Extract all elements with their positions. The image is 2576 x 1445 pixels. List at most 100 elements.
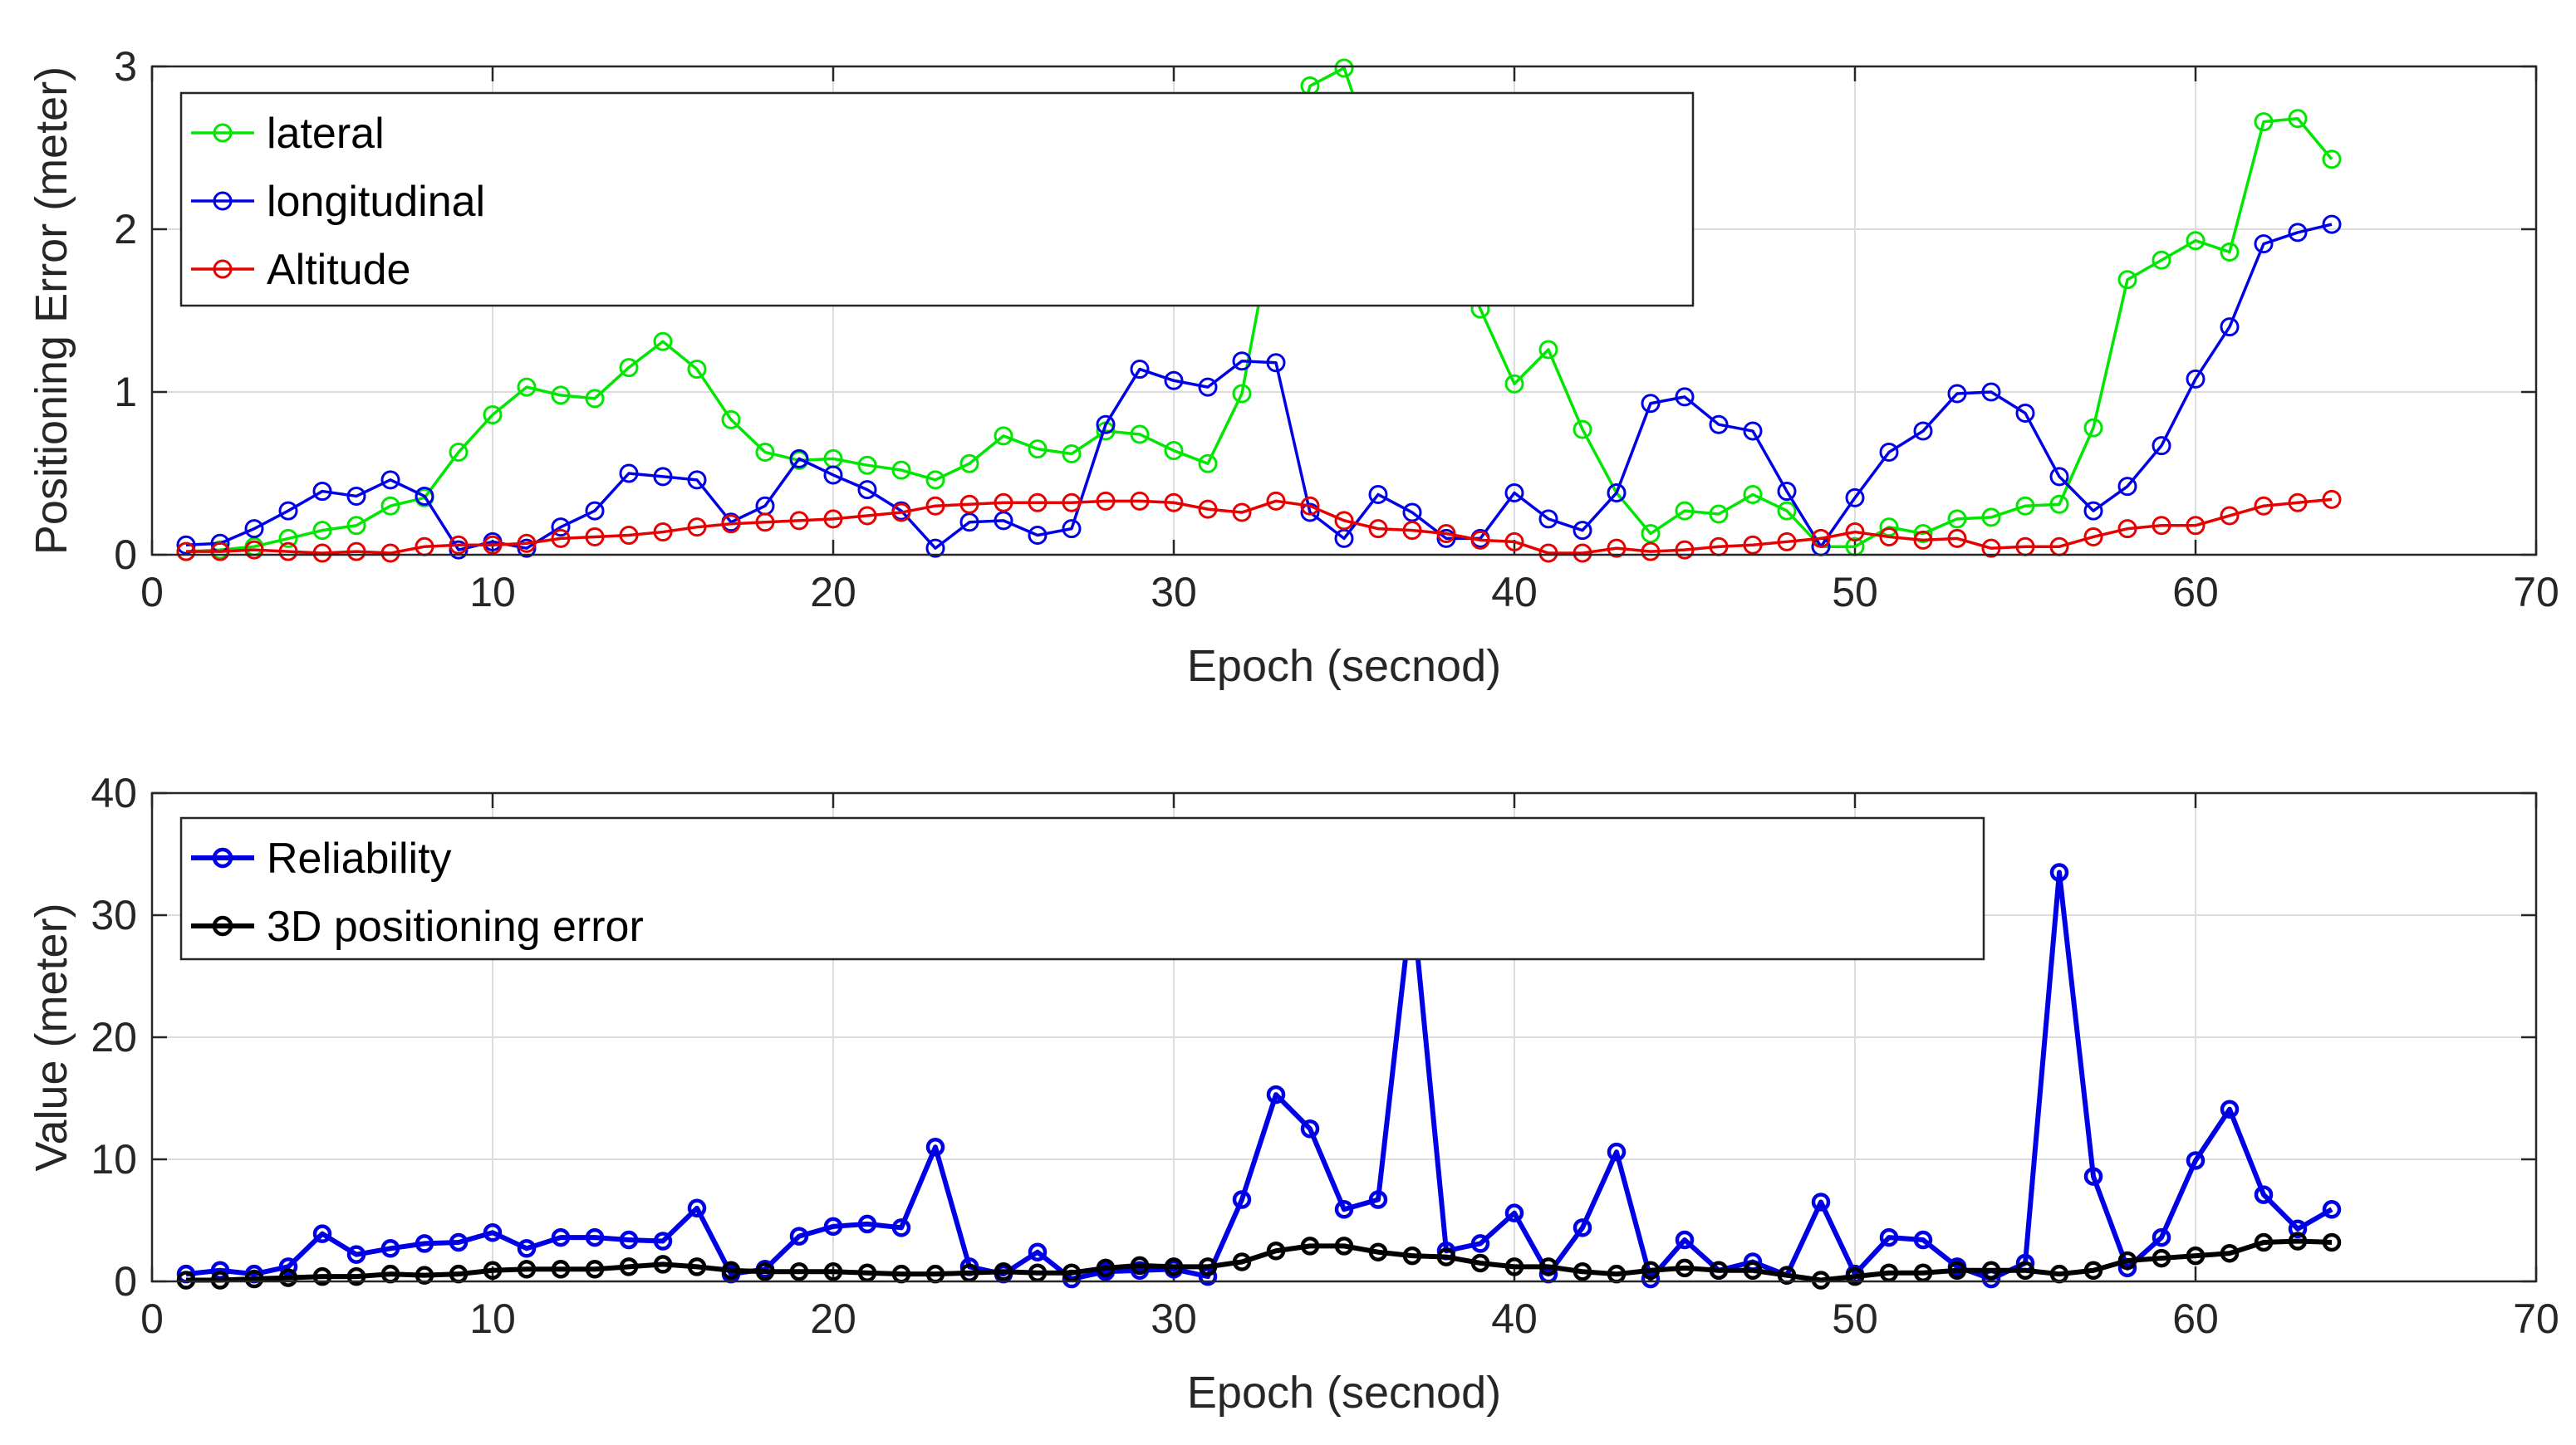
data-point-longitudinal — [1198, 377, 1218, 397]
data-point-altitude — [687, 517, 707, 537]
data-point-reliability — [551, 1227, 571, 1247]
data-point-lateral — [1164, 441, 1184, 461]
data-point-altitude — [1300, 496, 1320, 516]
data-point-longitudinal — [994, 511, 1013, 531]
data-point-longitudinal — [1402, 502, 1422, 522]
data-point-3d-positioning-error — [1402, 1246, 1422, 1266]
data-point-altitude — [1028, 492, 1048, 512]
data-point-longitudinal — [1300, 502, 1320, 522]
data-point-reliability — [2152, 1227, 2171, 1247]
data-point-3d-positioning-error — [210, 1271, 230, 1290]
legend-box — [179, 816, 1985, 961]
x-axis-label: Epoch (secnod) — [1187, 1368, 1501, 1418]
data-point-3d-positioning-error — [1709, 1261, 1729, 1281]
data-point-altitude — [1062, 492, 1082, 512]
data-point-reliability — [415, 1234, 434, 1253]
data-point-longitudinal — [1538, 509, 1558, 529]
data-point-3d-positioning-error — [1436, 1247, 1456, 1266]
data-point-reliability — [2220, 1100, 2240, 1119]
data-point-3d-positioning-error — [687, 1257, 707, 1276]
data-point-longitudinal — [380, 470, 400, 490]
data-point-altitude — [1096, 491, 1116, 511]
data-point-reliability — [1028, 1242, 1048, 1261]
data-point-3d-positioning-error — [1811, 1271, 1831, 1290]
data-point-3d-positioning-error — [1981, 1261, 2001, 1281]
y-tick-label: 0 — [114, 531, 137, 578]
series-3d-positioning-error — [176, 1232, 2342, 1290]
data-point-reliability — [312, 1224, 332, 1243]
series-longitudinal — [176, 214, 2342, 560]
series-line-3d-positioning-error — [186, 1238, 2333, 1283]
data-point-3d-positioning-error — [1334, 1237, 1354, 1256]
data-point-reliability — [585, 1227, 605, 1247]
data-point-reliability — [1573, 1218, 1592, 1237]
data-point-altitude — [1368, 519, 1388, 539]
data-point-lateral — [1913, 524, 1933, 544]
data-point-longitudinal — [1028, 525, 1048, 545]
y-tick-label: 20 — [91, 1014, 137, 1060]
data-point-altitude — [1164, 492, 1184, 512]
data-point-lateral — [2186, 231, 2206, 251]
data-point-longitudinal — [1130, 360, 1150, 380]
data-point-longitudinal — [789, 448, 809, 468]
data-point-3d-positioning-error — [721, 1261, 741, 1281]
data-point-lateral — [925, 470, 945, 490]
x-tick-label: 10 — [469, 569, 516, 615]
data-point-altitude — [1538, 543, 1558, 563]
legend-label-altitude: Altitude — [267, 246, 410, 294]
data-point-reliability — [1368, 1190, 1388, 1209]
data-point-lateral — [1947, 509, 1967, 529]
data-point-3d-positioning-error — [483, 1261, 503, 1281]
data-point-altitude — [551, 528, 571, 548]
data-point-3d-positioning-error — [959, 1263, 979, 1282]
data-point-reliability — [1913, 1230, 1933, 1250]
data-point-3d-positioning-error — [1538, 1257, 1558, 1276]
data-point-lateral — [1130, 424, 1150, 444]
data-point-3d-positioning-error — [2220, 1243, 2240, 1263]
data-point-altitude — [1504, 531, 1524, 551]
data-point-altitude — [891, 502, 911, 522]
x-tick-label: 60 — [2172, 1296, 2219, 1342]
data-point-reliability — [449, 1232, 469, 1252]
data-point-reliability — [1879, 1227, 1899, 1247]
data-point-longitudinal — [1096, 414, 1116, 434]
data-point-lateral — [1573, 419, 1592, 439]
data-point-lateral — [1198, 453, 1218, 473]
plot-frame — [150, 65, 2538, 556]
data-point-lateral — [2015, 496, 2035, 516]
data-point-lateral — [1334, 58, 1354, 78]
data-point-reliability — [619, 1230, 639, 1250]
data-point-altitude — [176, 541, 196, 561]
data-point-3d-positioning-error — [1266, 1242, 1286, 1261]
data-point-lateral — [755, 443, 775, 463]
data-point-lateral — [2288, 109, 2308, 129]
data-point-lateral — [551, 385, 571, 405]
data-point-3d-positioning-error — [1743, 1261, 1763, 1281]
x-tick-label: 60 — [2172, 569, 2219, 615]
data-point-altitude — [312, 543, 332, 563]
data-point-longitudinal — [1573, 521, 1592, 541]
data-point-reliability — [380, 1239, 400, 1258]
data-point-lateral — [891, 460, 911, 480]
data-point-3d-positioning-error — [653, 1255, 673, 1274]
data-point-3d-positioning-error — [1504, 1257, 1524, 1276]
data-point-altitude — [449, 535, 469, 555]
y-tick-label: 0 — [114, 1258, 137, 1305]
data-point-3d-positioning-error — [619, 1257, 639, 1276]
x-tick-label: 30 — [1151, 569, 1197, 615]
data-point-altitude — [278, 541, 298, 561]
data-point-altitude — [1402, 521, 1422, 541]
data-point-longitudinal — [1913, 421, 1933, 441]
data-point-longitudinal — [2254, 234, 2274, 254]
data-point-longitudinal — [1845, 487, 1865, 507]
data-point-3d-positioning-error — [278, 1268, 298, 1287]
data-point-lateral — [2220, 242, 2240, 262]
x-tick-label: 20 — [810, 1296, 856, 1342]
data-point-longitudinal — [2152, 436, 2171, 456]
data-point-altitude — [925, 496, 945, 516]
data-point-reliability — [925, 1138, 945, 1157]
data-point-lateral — [2322, 149, 2342, 169]
chart-positioning-error: 0 10 20 30 40 50 60 70 0 1 2 3 Epoch (secnod) Positio… — [27, 43, 2559, 691]
x-axis-label: Epoch (secnod) — [1187, 641, 1501, 691]
data-point-altitude — [2220, 506, 2240, 526]
